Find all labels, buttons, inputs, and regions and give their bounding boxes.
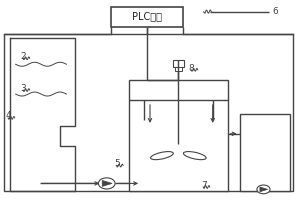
Text: 3: 3	[20, 84, 26, 93]
Text: 8: 8	[189, 64, 195, 73]
Text: 2: 2	[20, 52, 26, 61]
Bar	[175, 67, 182, 71]
Ellipse shape	[183, 152, 206, 160]
Polygon shape	[260, 187, 268, 192]
Ellipse shape	[151, 152, 173, 160]
Bar	[4, 34, 293, 191]
Text: 4: 4	[5, 111, 11, 120]
Text: PLC控制: PLC控制	[132, 12, 162, 22]
Bar	[129, 80, 228, 191]
Bar	[173, 60, 184, 67]
Circle shape	[98, 178, 115, 189]
Bar	[240, 114, 290, 191]
Text: 5: 5	[114, 159, 120, 168]
Text: 7: 7	[201, 181, 206, 190]
Polygon shape	[102, 180, 112, 186]
Circle shape	[257, 185, 270, 194]
Text: 6: 6	[272, 7, 278, 16]
Bar	[111, 7, 183, 27]
